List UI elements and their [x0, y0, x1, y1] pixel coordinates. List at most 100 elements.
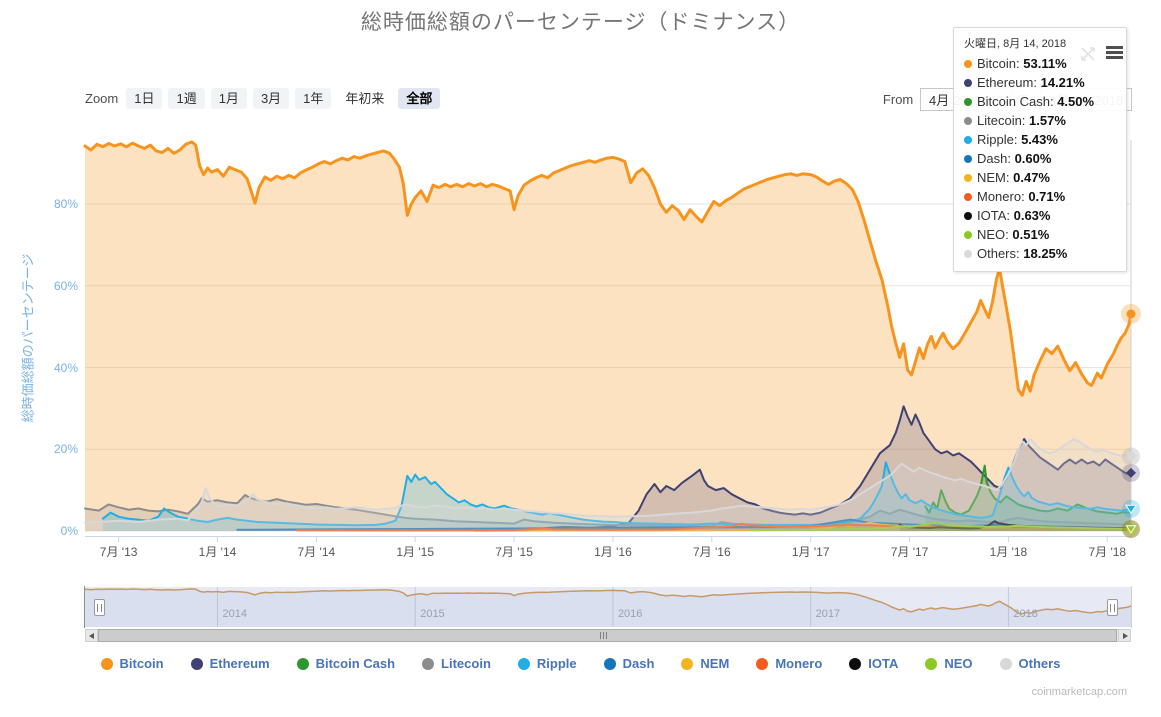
legend-label: NEO [944, 656, 973, 671]
zoom-button-1日[interactable]: 1日 [126, 88, 163, 109]
legend-bullet-icon [999, 657, 1012, 670]
tooltip-rows: Bitcoin: 53.11% Ethereum: 14.21% Bitcoin C… [964, 54, 1116, 263]
legend-item-bitcoin-cash[interactable]: Bitcoin Cash [296, 656, 396, 671]
legend-bullet-icon [681, 657, 694, 670]
tooltip-series-value: 5.43% [1021, 132, 1058, 147]
series-bullet-icon [964, 98, 972, 106]
zoom-buttons: 1日 1週 1月 3月 1年 年初来 全部 [126, 88, 441, 109]
zoom-button-3月[interactable]: 3月 [252, 88, 290, 109]
legend-bullet-icon [756, 657, 769, 670]
legend-label: Bitcoin [119, 656, 164, 671]
tooltip-series-value: 0.60% [1014, 151, 1052, 166]
legend-bullet-icon [849, 657, 862, 670]
tooltip-series-name: NEO: [977, 227, 1013, 242]
tooltip-series-value: 4.50% [1057, 94, 1095, 109]
legend-item-litecoin[interactable]: Litecoin [422, 656, 491, 671]
tooltip-date: 火曜日, 8月 14, 2018 [964, 38, 1067, 50]
zoom-button-1月[interactable]: 1月 [210, 88, 247, 109]
zoom-label: Zoom [85, 91, 119, 106]
tooltip-row: Litecoin: 1.57% [964, 111, 1116, 130]
tooltip-series-name: Dash: [977, 151, 1015, 166]
chart-tooltip: 火曜日, 8月 14, 2018 Bitcoin: 53.11% Ethereum… [953, 27, 1127, 272]
legend-bullet-icon [100, 657, 113, 670]
legend-item-bitcoin[interactable]: Bitcoin [100, 656, 164, 671]
tooltip-series-value: 0.63% [1013, 208, 1051, 223]
legend-bullet-icon [190, 657, 203, 670]
legend-bullet-icon [517, 657, 530, 670]
tooltip-series-value: 14.21% [1040, 75, 1085, 90]
tooltip-series-value: 0.71% [1028, 189, 1066, 204]
tooltip-series-value: 0.47% [1013, 170, 1050, 185]
tooltip-series-name: Ethereum: [977, 75, 1041, 90]
tooltip-row: Ripple: 5.43% [964, 130, 1116, 149]
tooltip-series-name: Bitcoin Cash: [977, 94, 1058, 109]
zoom-button-年初来[interactable]: 年初来 [337, 88, 392, 109]
legend-item-neo[interactable]: NEO [925, 656, 973, 671]
legend-item-monero[interactable]: Monero [756, 656, 822, 671]
tooltip-series-name: Ripple: [977, 132, 1022, 147]
series-bullet-icon [964, 250, 972, 258]
fullscreen-icon[interactable] [1078, 44, 1098, 64]
hamburger-menu-icon[interactable] [1106, 46, 1123, 60]
legend-label: Ripple [536, 656, 577, 671]
legend-item-ethereum[interactable]: Ethereum [190, 656, 270, 671]
navigator-right-handle[interactable] [1107, 599, 1118, 616]
legend-label: NEM [700, 656, 730, 671]
zoom-button-全部[interactable]: 全部 [398, 88, 441, 109]
tooltip-row: Bitcoin Cash: 4.50% [964, 92, 1116, 111]
tooltip-row: Monero: 0.71% [964, 187, 1116, 206]
series-bullet-icon [964, 155, 972, 163]
series-bullet-icon [964, 174, 972, 182]
legend-label: IOTA [868, 656, 899, 671]
series-bullet-icon [964, 231, 972, 239]
attribution-text: coinmarketcap.com [1031, 686, 1127, 698]
tooltip-series-name: Monero: [977, 189, 1029, 204]
series-bullet-icon [964, 60, 972, 68]
page-title: 総時価総額のパーセンテージ（ドミナンス） [360, 11, 801, 34]
series-bullet-icon [964, 136, 972, 144]
series-bullet-icon [964, 212, 972, 220]
legend-item-iota[interactable]: IOTA [849, 656, 898, 671]
legend-label: Others [1018, 656, 1061, 671]
legend-label: Monero [775, 656, 823, 671]
scrollbar-left-arrow[interactable] [85, 629, 98, 642]
scrollbar-right-arrow[interactable] [1118, 629, 1131, 642]
zoom-button-1週[interactable]: 1週 [168, 88, 205, 109]
legend-label: Bitcoin Cash [315, 656, 396, 671]
zoom-button-1年[interactable]: 1年 [295, 88, 332, 109]
series-bullet-icon [964, 79, 972, 87]
legend-bullet-icon [296, 657, 309, 670]
from-label: From [882, 92, 914, 107]
legend-bullet-icon [925, 657, 938, 670]
tooltip-series-name: NEM: [977, 170, 1014, 185]
legend-item-nem[interactable]: NEM [681, 656, 729, 671]
tooltip-series-name: Bitcoin: [977, 56, 1024, 71]
tooltip-series-value: 0.51% [1012, 227, 1050, 242]
tooltip-series-value: 53.11% [1023, 56, 1067, 71]
scrollbar-grip [600, 632, 608, 639]
tooltip-series-name: IOTA: [977, 208, 1014, 223]
legend-item-ripple[interactable]: Ripple [517, 656, 577, 671]
legend-label: Ethereum [209, 656, 270, 671]
legend-bullet-icon [603, 657, 616, 670]
tooltip-row: Others: 18.25% [964, 244, 1116, 263]
tooltip-row: Bitcoin: 53.11% [964, 54, 1116, 73]
range-selector: Zoom 1日 1週 1月 3月 1年 年初来 全部 [85, 88, 441, 109]
legend-label: Dash [622, 656, 655, 671]
tooltip-row: NEM: 0.47% [964, 168, 1116, 187]
legend-item-others[interactable]: Others [999, 656, 1061, 671]
legend-label: Litecoin [441, 656, 491, 671]
tooltip-row: NEO: 0.51% [964, 225, 1116, 244]
series-bullet-icon [964, 193, 972, 201]
legend-bullet-icon [422, 657, 435, 670]
legend-item-dash[interactable]: Dash [603, 656, 655, 671]
series-bullet-icon [964, 117, 972, 125]
tooltip-row: Ethereum: 14.21% [964, 73, 1116, 92]
legend: Bitcoin Ethereum Bitcoin Cash Litecoin Rippl… [0, 656, 1161, 671]
tooltip-series-name: Litecoin: [977, 113, 1030, 128]
tooltip-row: IOTA: 0.63% [964, 206, 1116, 225]
tooltip-row: Dash: 0.60% [964, 149, 1116, 168]
navigator-left-handle[interactable] [94, 599, 105, 616]
